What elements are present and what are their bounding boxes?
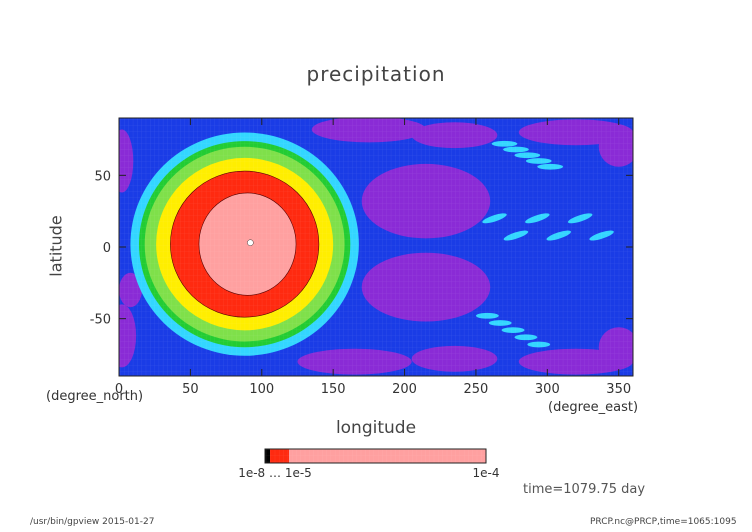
colorbar: 1e-8 … 1e-5 1e-4 bbox=[238, 448, 500, 480]
y-tick-label: -50 bbox=[90, 313, 111, 328]
x-tick-label: 300 bbox=[535, 382, 560, 397]
x-tick-label: 100 bbox=[249, 382, 274, 397]
x-axis-ticks: 0 50 100 150 200 250 300 350 bbox=[115, 118, 631, 397]
colorbar-right-label: 1e-4 bbox=[473, 466, 500, 480]
y-tick-label: 0 bbox=[103, 241, 111, 256]
contour-field bbox=[119, 118, 633, 376]
y-axis-unit: (degree_north) bbox=[46, 389, 144, 404]
x-tick-label: 250 bbox=[464, 382, 489, 397]
chart-title: precipitation bbox=[306, 62, 446, 86]
x-tick-label: 50 bbox=[182, 382, 199, 397]
colorbar-hatch bbox=[265, 449, 486, 463]
colorbar-left-labels: 1e-8 … 1e-5 bbox=[238, 466, 312, 480]
time-annotation: time=1079.75 day bbox=[523, 482, 646, 497]
y-axis-label: latitude bbox=[46, 215, 66, 277]
footer-source: PRCP.nc@PRCP,time=1065:1095 bbox=[590, 517, 737, 527]
footer-command: /usr/bin/gpview 2015-01-27 bbox=[30, 517, 155, 527]
colorbar-frame bbox=[264, 448, 487, 464]
y-tick-label: 50 bbox=[94, 169, 111, 184]
y-axis-ticks: -50 0 50 bbox=[90, 169, 633, 328]
x-tick-label: 150 bbox=[321, 382, 346, 397]
x-axis-unit: (degree_east) bbox=[548, 400, 639, 415]
x-tick-label: 200 bbox=[392, 382, 417, 397]
x-axis-label: longitude bbox=[335, 418, 417, 438]
x-tick-label: 0 bbox=[115, 382, 123, 397]
fine-grid-overlay bbox=[119, 118, 633, 376]
x-tick-label: 350 bbox=[606, 382, 631, 397]
